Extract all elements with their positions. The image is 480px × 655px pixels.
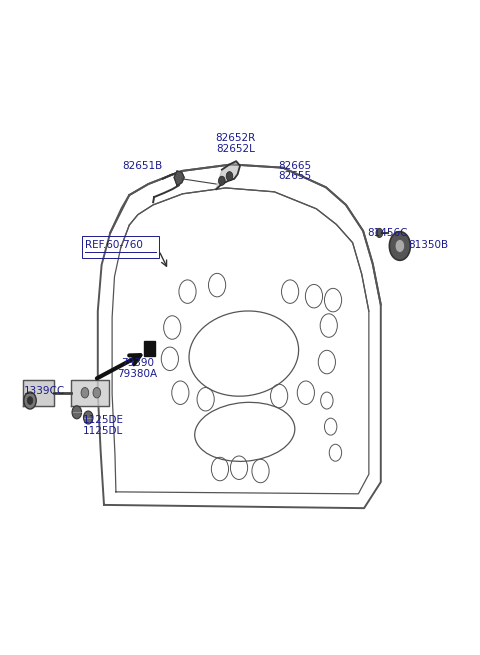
Polygon shape xyxy=(71,380,109,405)
Text: 82655: 82655 xyxy=(278,171,312,181)
Text: 82651B: 82651B xyxy=(122,160,162,171)
Text: 81456C: 81456C xyxy=(368,228,408,238)
Text: 82665: 82665 xyxy=(278,160,312,171)
Circle shape xyxy=(27,397,33,404)
Circle shape xyxy=(226,172,233,181)
Circle shape xyxy=(93,388,101,398)
Text: 1125DE: 1125DE xyxy=(83,415,123,425)
Polygon shape xyxy=(23,380,54,405)
Circle shape xyxy=(24,392,36,409)
Circle shape xyxy=(395,240,405,252)
Text: 1339CC: 1339CC xyxy=(24,386,65,396)
Text: REF.60-760: REF.60-760 xyxy=(85,240,143,250)
Circle shape xyxy=(376,229,383,238)
Polygon shape xyxy=(144,341,155,356)
Text: 1125DL: 1125DL xyxy=(83,426,123,436)
Circle shape xyxy=(81,388,89,398)
Circle shape xyxy=(389,232,410,260)
Text: 79380A: 79380A xyxy=(117,369,157,379)
Text: 81350B: 81350B xyxy=(408,240,449,250)
Text: 79390: 79390 xyxy=(121,358,154,368)
Text: 82652L: 82652L xyxy=(216,144,255,154)
Circle shape xyxy=(218,176,225,185)
Text: 82652R: 82652R xyxy=(215,134,255,143)
Polygon shape xyxy=(216,161,240,189)
Polygon shape xyxy=(174,171,184,185)
Circle shape xyxy=(84,411,93,424)
Circle shape xyxy=(72,405,82,419)
